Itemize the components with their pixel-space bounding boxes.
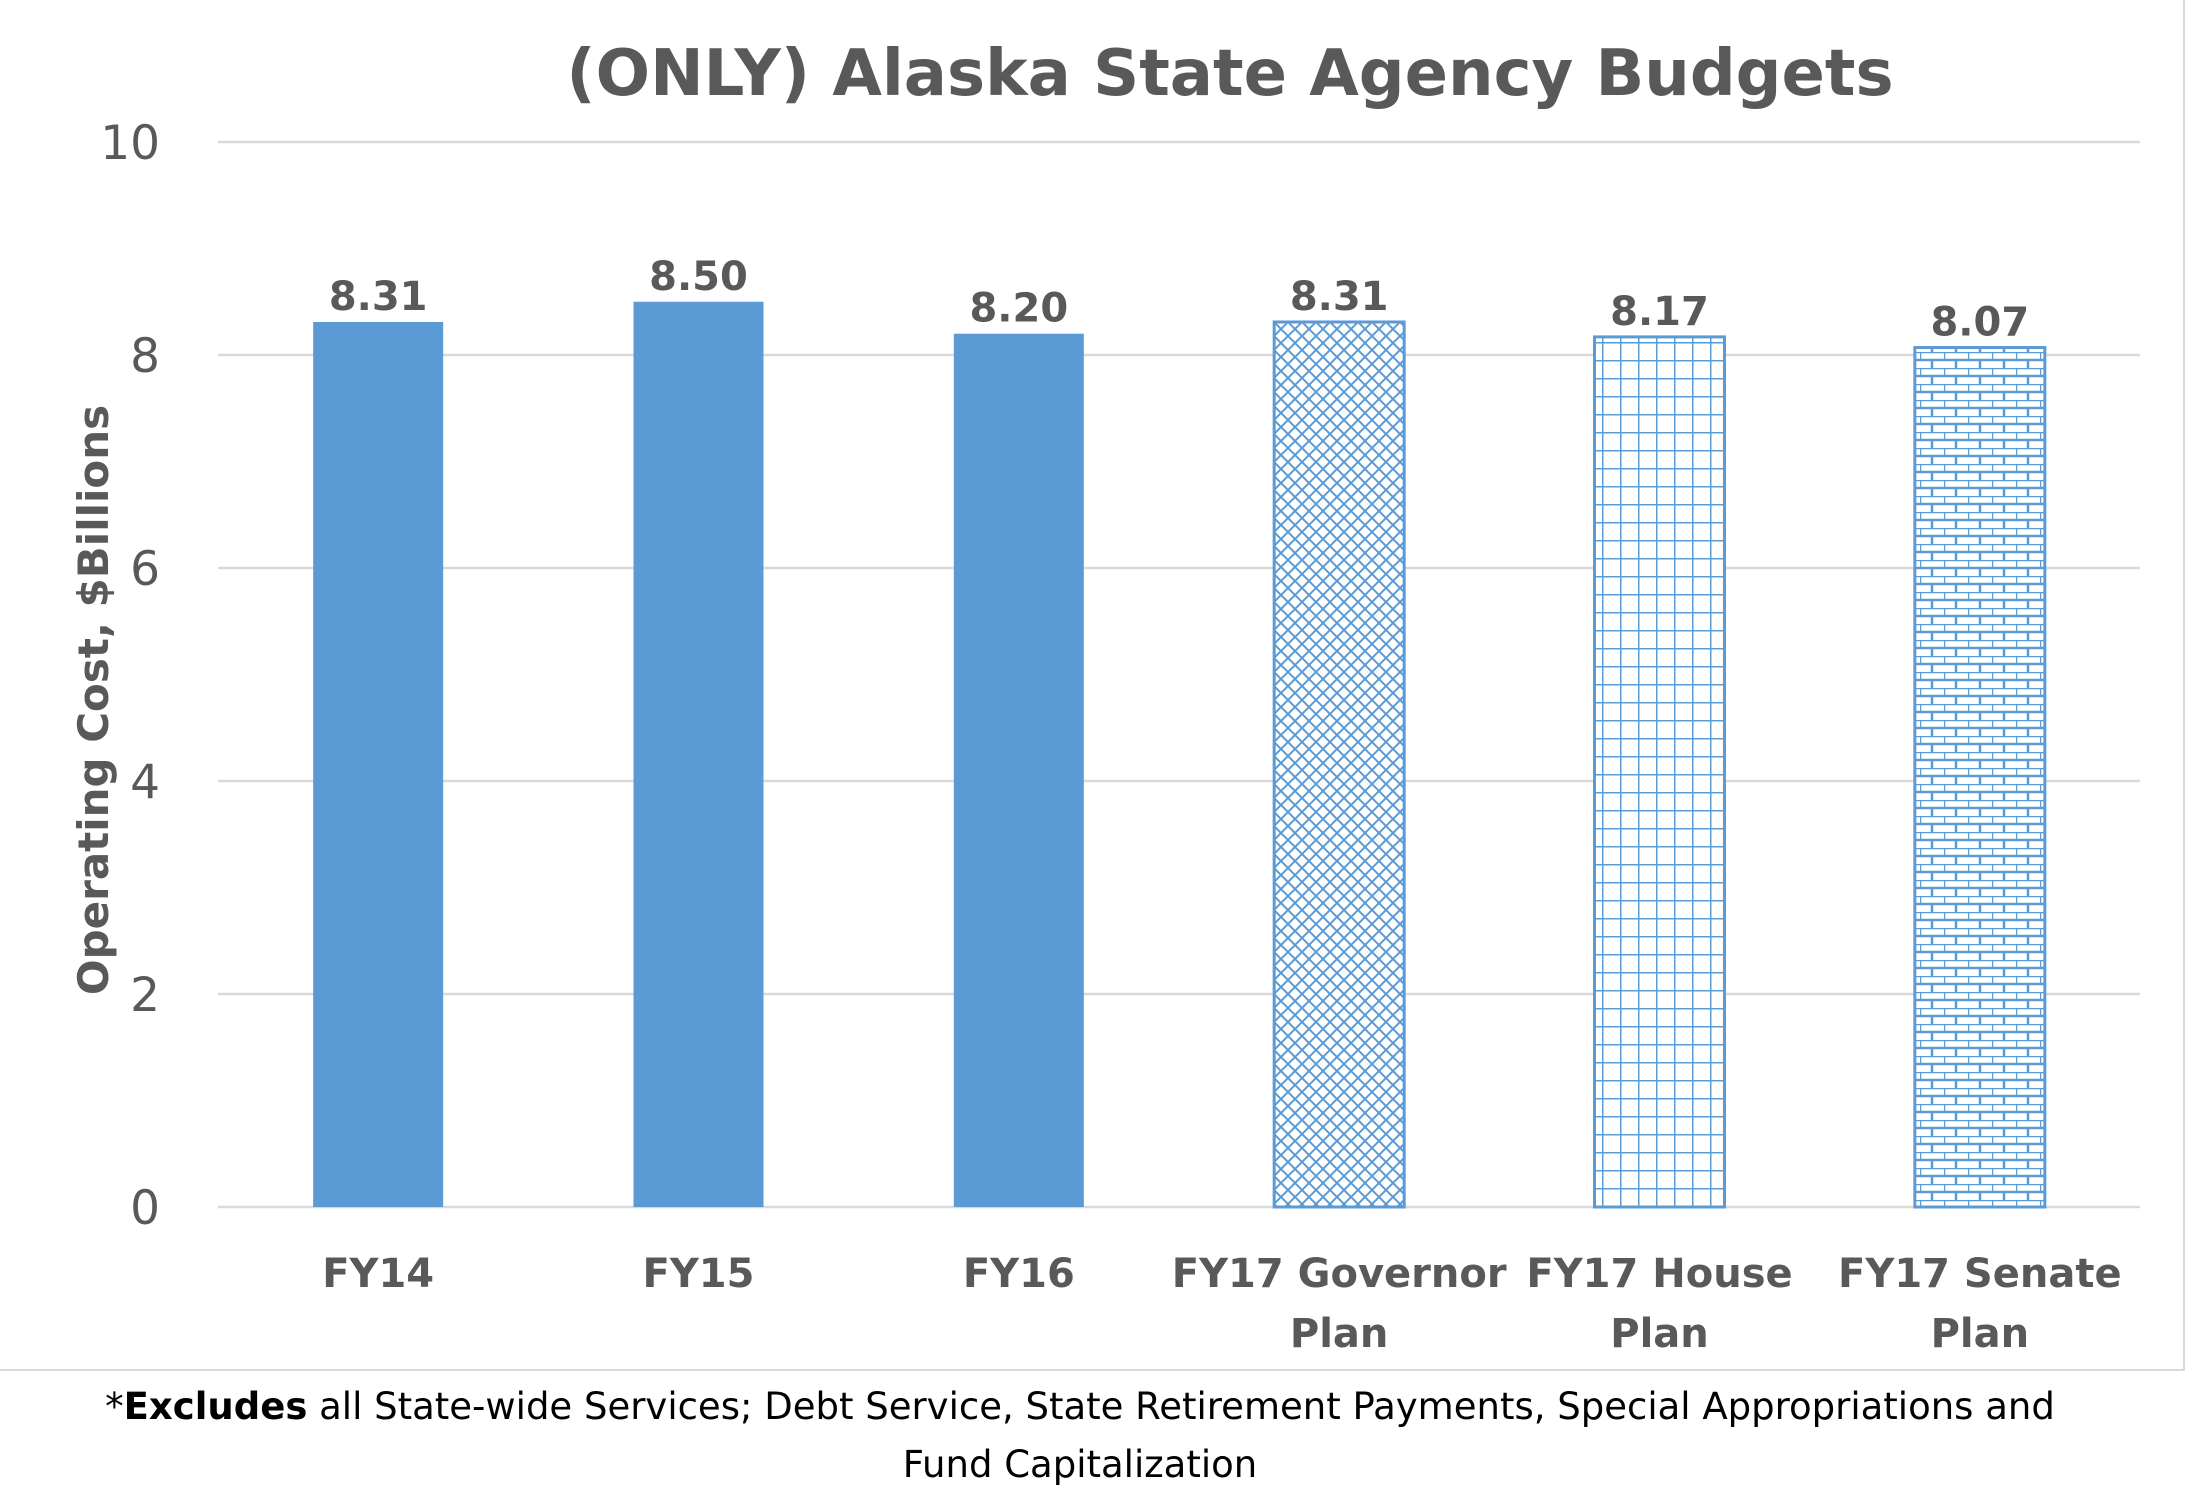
x-tick-label-4-line-1: Plan — [1610, 1311, 1709, 1357]
bar-4 — [1593, 335, 1726, 1209]
y-tick-label-4: 8 — [130, 329, 160, 384]
x-tick-label-3-line-1: Plan — [1290, 1311, 1389, 1357]
y-tick-label-3: 6 — [130, 542, 160, 597]
footnote-line1: all State-wide Services; Debt Service, S… — [307, 1385, 2055, 1428]
data-label-4: 8.17 — [1610, 289, 1709, 335]
bar-5 — [1913, 346, 2047, 1209]
y-tick-label-0: 0 — [130, 1181, 160, 1236]
bar-chart: (ONLY) Alaska State Agency Budgets Opera… — [69, 37, 2140, 1357]
x-tick-label-5-line-0: FY17 Senate — [1838, 1251, 2122, 1297]
footnote-line2: Fund Capitalization — [902, 1443, 1258, 1486]
y-axis-label: Operating Cost, $Billions — [69, 405, 118, 995]
gridlines — [218, 140, 2140, 1209]
footnote: *Excludes all State-wide Services; Debt … — [0, 1378, 2160, 1494]
footnote-bold: Excludes — [123, 1385, 308, 1428]
x-tick-label-0-line-0: FY14 — [322, 1251, 434, 1297]
y-tick-label-5: 10 — [100, 116, 160, 171]
y-tick-label-2: 4 — [130, 755, 160, 810]
bar-1 — [633, 301, 764, 1207]
x-tick-label-1-line-0: FY15 — [643, 1251, 755, 1297]
bar-2 — [953, 333, 1084, 1207]
data-labels: 8.31 8.50 8.20 8.31 8.17 8.07 — [329, 254, 2029, 346]
footnote-prefix: * — [105, 1385, 124, 1428]
data-label-3: 8.31 — [1290, 274, 1389, 320]
x-tick-label-5-line-1: Plan — [1931, 1311, 2030, 1357]
bar-3 — [1272, 320, 1406, 1209]
x-tick-label-3-line-0: FY17 Governor — [1172, 1251, 1507, 1297]
data-label-2: 8.20 — [969, 286, 1068, 332]
y-axis-ticks: 0 2 4 6 8 10 — [100, 116, 160, 1236]
data-label-0: 8.31 — [329, 274, 428, 320]
x-tick-label-4-line-0: FY17 House — [1526, 1251, 1792, 1297]
data-label-1: 8.50 — [649, 254, 748, 300]
x-tick-label-2-line-0: FY16 — [963, 1251, 1075, 1297]
x-axis-ticks: FY14 FY15 FY16 FY17 Governor Plan FY17 House P… — [322, 1251, 2121, 1357]
bars — [313, 301, 2047, 1209]
y-tick-label-1: 2 — [130, 968, 160, 1023]
bar-0 — [313, 321, 444, 1207]
chart-title: (ONLY) Alaska State Agency Budgets — [566, 37, 1893, 111]
chart-area: (ONLY) Alaska State Agency Budgets Opera… — [0, 0, 2185, 1371]
data-label-5: 8.07 — [1930, 300, 2029, 346]
